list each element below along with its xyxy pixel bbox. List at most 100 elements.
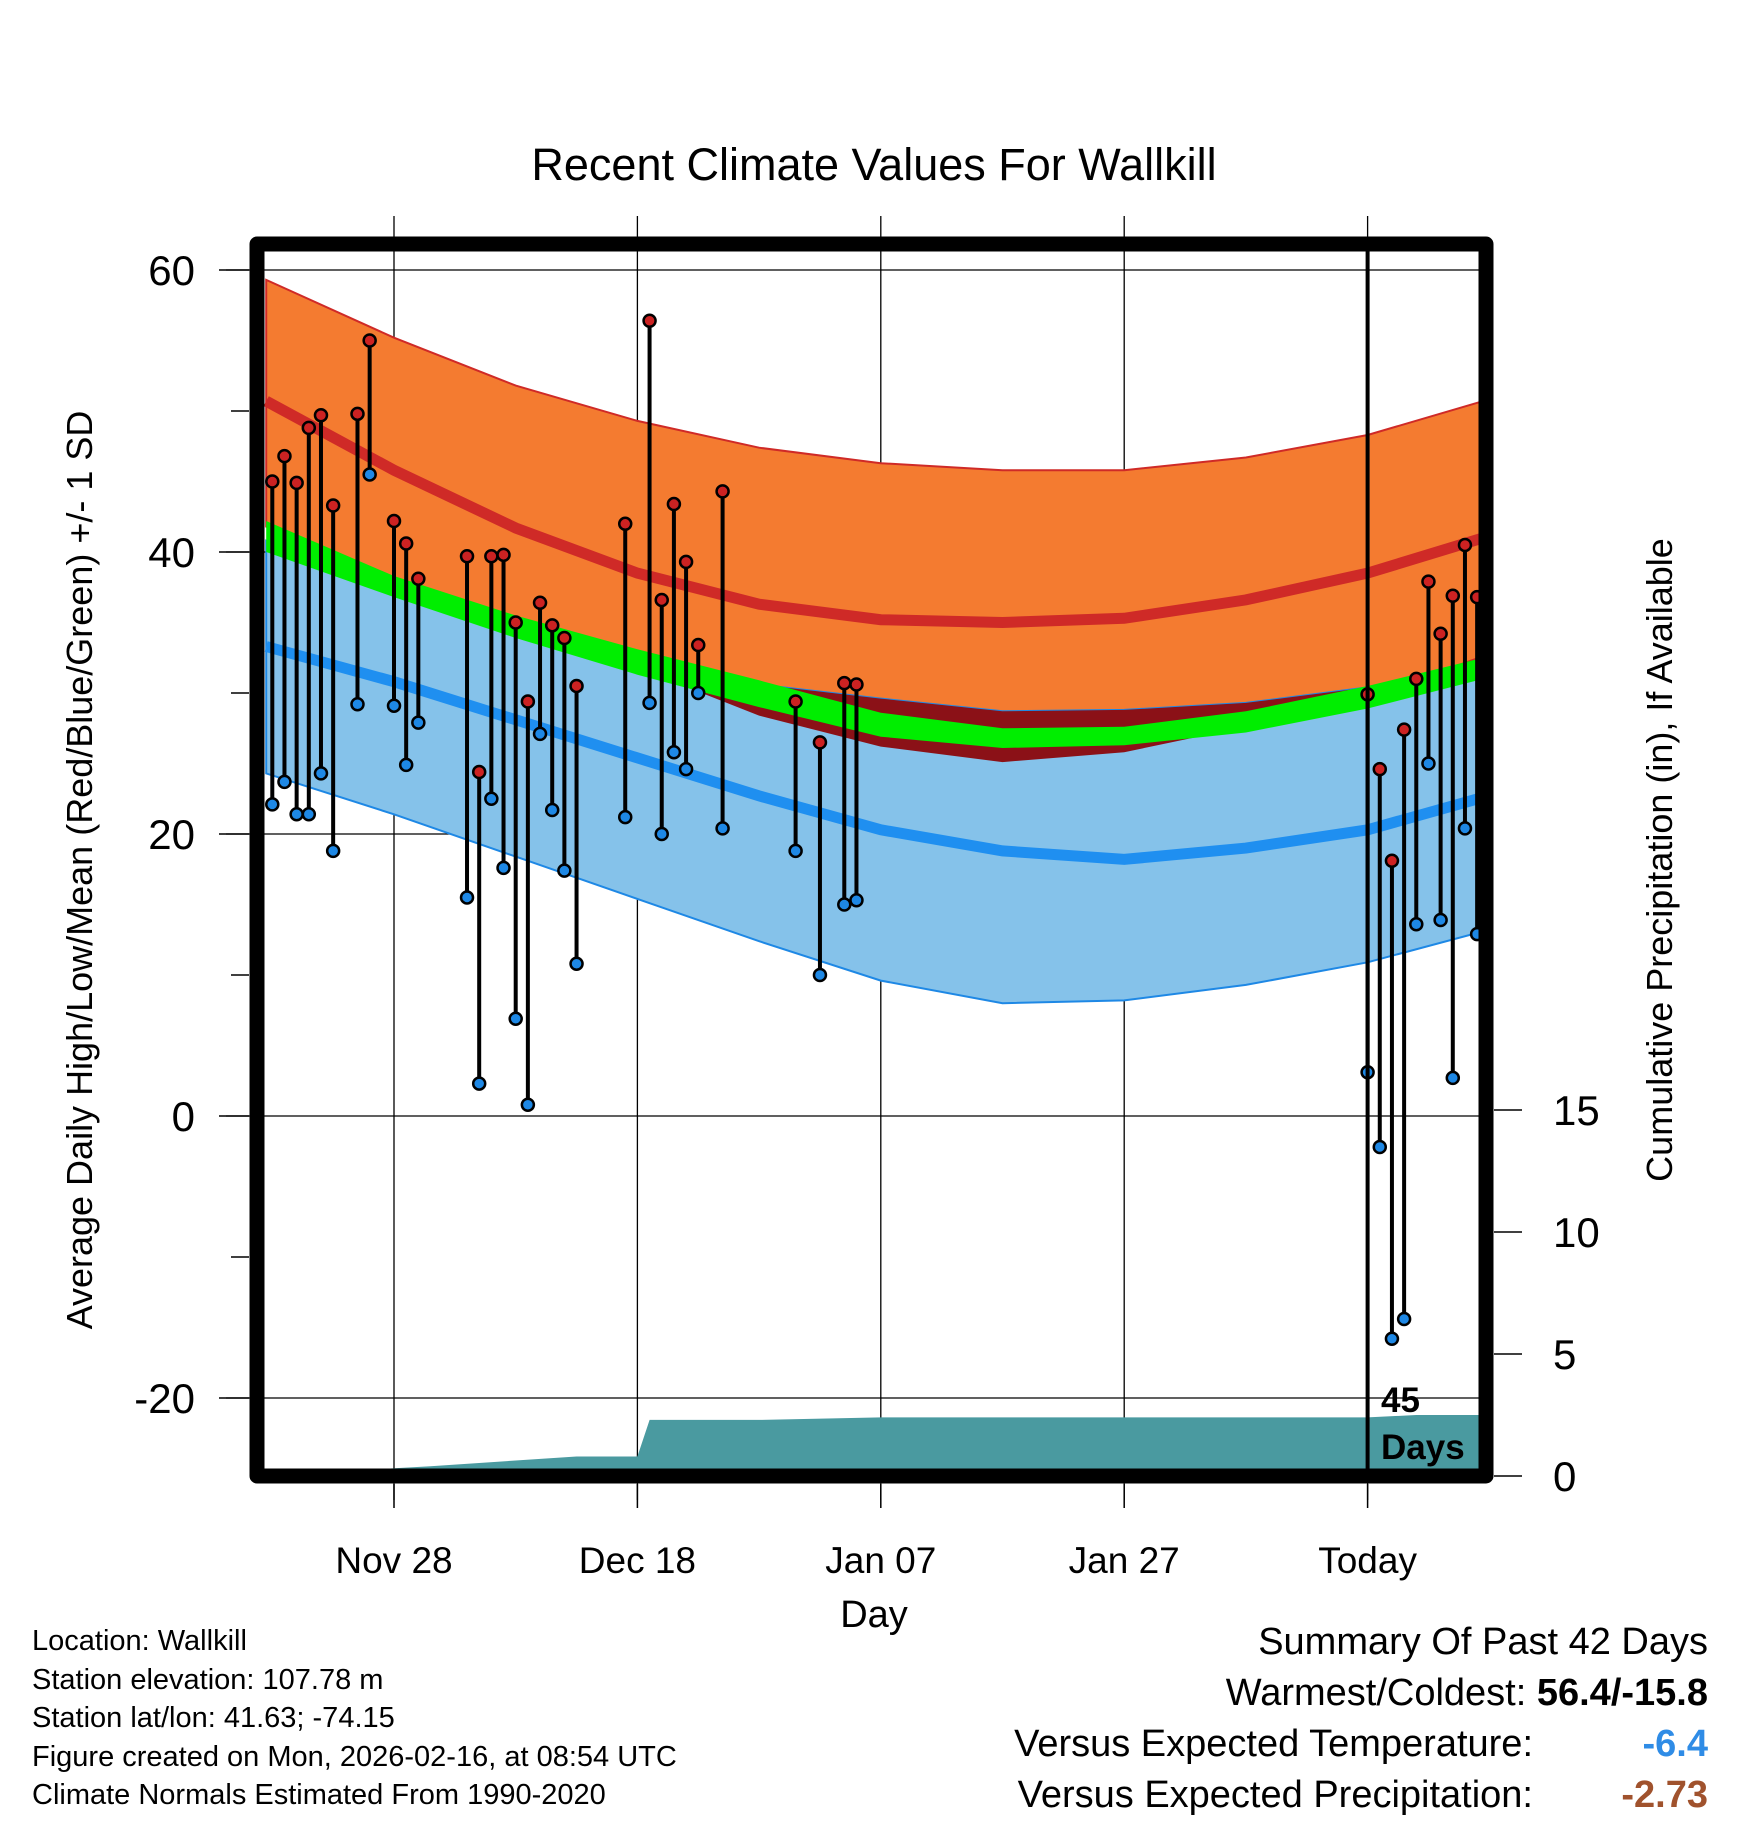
- daily-low-point: [471, 1076, 487, 1091]
- daily-high-point: [1372, 761, 1388, 777]
- daily-high-point: [484, 548, 499, 564]
- daily-low-point: [788, 843, 803, 859]
- precipitation-area: [254, 1415, 1484, 1476]
- temp-value: -6.4: [1642, 1723, 1708, 1765]
- daily-low-point: [301, 807, 317, 822]
- daily-high-point: [496, 547, 511, 563]
- daily-low-point: [678, 761, 694, 777]
- daily-low-point: [666, 744, 682, 760]
- y2-tick-label: 5: [1553, 1331, 1576, 1378]
- y2-tick-label: 15: [1553, 1087, 1600, 1134]
- axes: -20 0 20 40 60 0 5 10 15 Nov 28 Dec 18 Jan 07 Jan 27…: [134, 247, 1599, 1581]
- daily-low-point: [484, 791, 499, 806]
- daily-high-point: [350, 406, 365, 422]
- daily-high-point: [508, 615, 523, 630]
- latlon-text: Station lat/lon: 41.63; -74.15: [32, 1702, 395, 1734]
- y-tick-label: -20: [134, 1375, 195, 1422]
- daily-low-point: [1372, 1139, 1388, 1155]
- daily-high-point: [666, 496, 682, 512]
- daily-high-point: [1421, 574, 1436, 589]
- daily-high-point: [691, 637, 706, 653]
- daily-low-point: [350, 697, 365, 712]
- daily-low-point: [508, 1011, 523, 1026]
- daily-high-point: [459, 548, 475, 564]
- daily-observations: [265, 313, 1485, 1347]
- mean-band: [266, 521, 1484, 748]
- daily-high-point: [277, 448, 292, 464]
- daily-low-point: [313, 766, 329, 781]
- daily-high-point: [411, 571, 426, 587]
- daily-low-point: [277, 774, 292, 790]
- x-tick-label: Jan 07: [825, 1540, 936, 1581]
- daily-high-point: [557, 630, 572, 646]
- daily-high-point: [812, 735, 828, 750]
- daily-low-point: [849, 893, 864, 908]
- daily-high-point: [289, 475, 304, 491]
- low-normal-line: [264, 641, 1485, 865]
- daily-low-point: [325, 843, 341, 859]
- days-unit-label: Days: [1381, 1428, 1465, 1467]
- y-tick-label: 20: [148, 811, 195, 858]
- days-count-label: 45: [1381, 1381, 1420, 1420]
- daily-high-point: [398, 536, 414, 551]
- daily-low-point: [691, 685, 706, 701]
- daily-high-point: [715, 484, 730, 499]
- daily-low-point: [1421, 756, 1436, 771]
- summary-panel: Summary Of Past 42 Days Warmest/Coldest:…: [1014, 1617, 1708, 1821]
- x-tick-label: Today: [1318, 1540, 1417, 1581]
- daily-low-point: [617, 809, 633, 825]
- daily-low-point: [496, 860, 511, 876]
- daily-low-point: [812, 967, 828, 983]
- daily-low-point: [1396, 1311, 1412, 1327]
- plot-frame: [249, 236, 1494, 1484]
- y2-tick-label: 10: [1553, 1209, 1600, 1256]
- precip-row: Versus Expected Precipitation: -2.73: [1014, 1770, 1708, 1821]
- normals-text: Climate Normals Estimated From 1990-2020: [32, 1779, 606, 1811]
- y2-tick-label: 0: [1553, 1453, 1576, 1500]
- daily-low-point: [569, 956, 584, 971]
- daily-low-point: [289, 807, 304, 822]
- daily-high-point: [325, 498, 341, 513]
- daily-low-point: [520, 1097, 536, 1112]
- warmest-value: 56.4/-15.8: [1536, 1672, 1708, 1714]
- precip-fill: [254, 1415, 1484, 1476]
- daily-low-point: [398, 757, 414, 773]
- daily-low-point: [715, 821, 730, 836]
- daily-high-point: [301, 420, 317, 436]
- created-text: Figure created on Mon, 2026-02-16, at 08…: [32, 1740, 677, 1773]
- daily-high-point: [678, 554, 694, 570]
- daily-low-point: [1457, 821, 1473, 836]
- daily-high-point: [386, 513, 402, 529]
- daily-low-point: [1384, 1331, 1400, 1347]
- daily-high-point: [520, 694, 536, 709]
- daily-high-point: [642, 313, 657, 329]
- daily-high-point: [544, 618, 560, 633]
- precip-label: Versus Expected Precipitation:: [1017, 1774, 1533, 1816]
- daily-low-point: [362, 467, 377, 482]
- y-tick-label: 0: [172, 1093, 195, 1140]
- elevation-text: Station elevation: 107.78 m: [32, 1663, 384, 1696]
- daily-low-point: [837, 897, 852, 912]
- daily-high-point: [1409, 671, 1424, 687]
- daily-high-point: [617, 516, 633, 532]
- daily-low-point: [654, 826, 669, 842]
- plot-border: [249, 236, 1494, 1484]
- daily-low-point: [1433, 912, 1448, 928]
- precip-value: -2.73: [1621, 1774, 1708, 1816]
- daily-high-point: [1384, 853, 1400, 869]
- daily-high-point: [654, 592, 669, 608]
- daily-low-point: [459, 890, 475, 905]
- y-tick-label: 40: [148, 529, 195, 576]
- daily-high-point: [471, 764, 487, 780]
- warmest-label: Warmest/Coldest:: [1225, 1672, 1527, 1714]
- x-axis-label: Day: [840, 1594, 908, 1636]
- daily-low-point: [544, 802, 560, 818]
- y2-axis-label: Cumulative Precipitation (in), If Availa…: [1639, 538, 1680, 1182]
- daily-low-point: [265, 797, 280, 812]
- daily-low-point: [557, 863, 572, 878]
- daily-low-point: [1445, 1070, 1461, 1086]
- station-info: Location: Wallkill Station elevation: 10…: [32, 1622, 677, 1815]
- daily-high-point: [1396, 722, 1412, 737]
- daily-high-point: [569, 678, 584, 694]
